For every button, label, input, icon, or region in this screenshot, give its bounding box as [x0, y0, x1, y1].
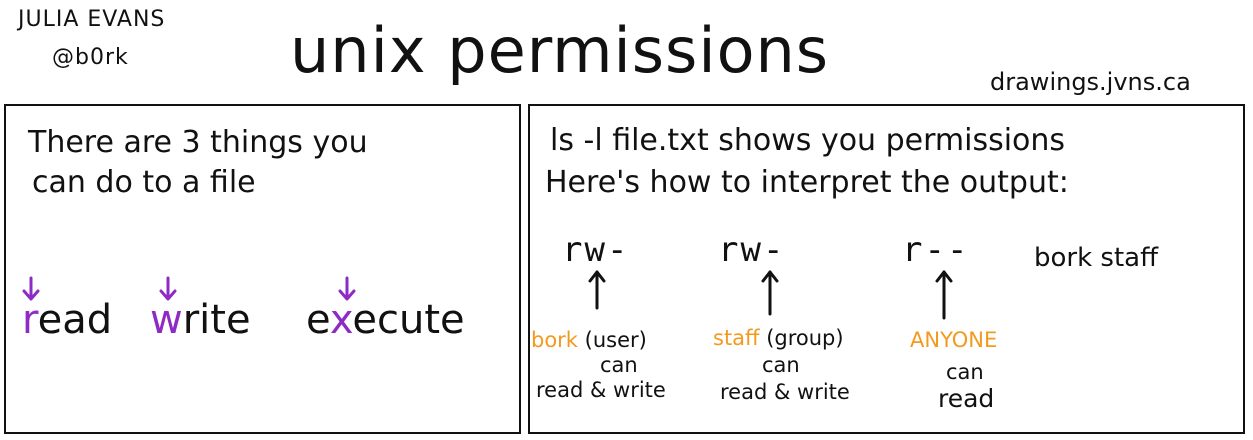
group-desc-can: can: [762, 353, 800, 377]
group-role: (group): [766, 326, 844, 350]
arrow-down-icon: [159, 276, 177, 301]
letter-r: r: [22, 297, 38, 343]
arrow-down-icon: [338, 276, 356, 301]
left-panel-line-1: There are 3 things you: [28, 125, 368, 160]
site-url: drawings.jvns.ca: [990, 68, 1191, 96]
user-desc-action: read & write: [536, 378, 666, 402]
word-write-rest: rite: [182, 297, 251, 343]
arrow-down-icon: [22, 276, 40, 301]
arrow-up-icon: [935, 270, 953, 320]
user-role: (user): [584, 328, 647, 352]
word-write: write: [150, 300, 251, 340]
page-title: unix permissions: [290, 14, 830, 87]
word-execute-rest: ecute: [352, 297, 465, 343]
arrow-up-icon: [588, 270, 606, 310]
word-execute-start: e: [306, 297, 330, 343]
group-desc-action: read & write: [720, 380, 850, 404]
group-desc-title: staff (group): [713, 326, 844, 351]
other-desc-can: can: [946, 360, 984, 384]
word-read: read: [22, 300, 112, 340]
perm-user: rw-: [562, 230, 630, 270]
owner-group: bork staff: [1034, 243, 1159, 273]
right-panel: [528, 104, 1245, 434]
perm-group: rw-: [718, 230, 786, 270]
right-panel-line-1: ls -l file.txt shows you permissions: [550, 123, 1066, 158]
arrow-up-icon: [761, 270, 779, 316]
group-name: staff: [713, 326, 760, 350]
right-panel-line-2: Here's how to interpret the output:: [545, 165, 1069, 200]
author-name: JULIA EVANS: [18, 7, 166, 32]
other-desc-action: read: [938, 384, 995, 413]
letter-w: w: [150, 297, 183, 343]
user-name: bork: [531, 328, 578, 352]
letter-x: x: [329, 297, 353, 343]
author-handle: @b0rk: [52, 45, 129, 70]
user-desc-title: bork (user): [531, 328, 647, 353]
left-panel: [4, 104, 521, 434]
word-read-rest: ead: [37, 297, 113, 343]
word-execute: execute: [306, 300, 465, 340]
left-panel-line-2: can do to a file: [32, 165, 256, 200]
user-desc-can: can: [600, 353, 638, 377]
other-name: ANYONE: [910, 328, 998, 352]
perm-other: r--: [902, 230, 970, 270]
